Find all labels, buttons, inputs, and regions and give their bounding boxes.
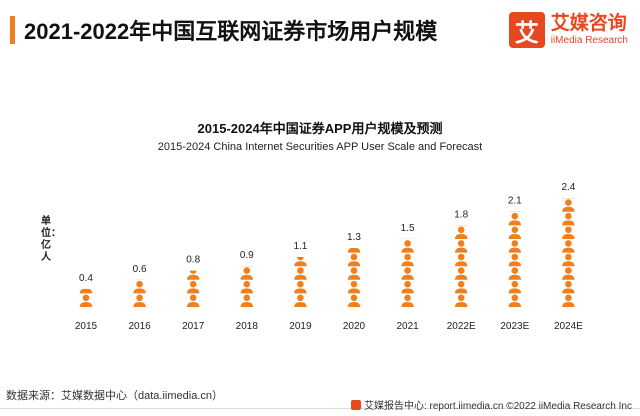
- icon-column-2024E: [562, 198, 575, 307]
- chart-subtitle: 2015-2024 China Internet Securities APP …: [157, 141, 483, 153]
- icon-column-2020: [347, 247, 361, 307]
- page-title: 2021-2022年中国互联网证券市场用户规模: [24, 19, 438, 44]
- category-label-2022E: 2022E: [447, 321, 476, 332]
- category-label-2024E: 2024E: [554, 321, 583, 332]
- icon-column-2015: [79, 288, 93, 307]
- category-label-2021: 2021: [396, 321, 419, 332]
- mini-logo-icon: [350, 400, 361, 410]
- footer-divider: [0, 408, 640, 409]
- category-label-2017: 2017: [182, 321, 205, 332]
- icon-column-2017: [187, 270, 200, 307]
- value-label-2022E: 1.8: [454, 209, 468, 220]
- value-label-2016: 0.6: [133, 264, 147, 275]
- logo-mark-icon: 艾: [508, 12, 545, 48]
- copyright-line: 艾媒报告中心: report.iimedia.cn ©2022 iiMedia …: [350, 397, 632, 412]
- icon-column-2023E: [508, 211, 521, 307]
- value-label-2019: 1.1: [293, 241, 307, 252]
- value-label-2018: 0.9: [240, 250, 254, 261]
- copyright-text: 艾媒报告中心: report.iimedia.cn ©2022 iiMedia …: [363, 401, 632, 412]
- icon-column-2018: [240, 266, 253, 307]
- icon-column-2016: [133, 279, 146, 307]
- y-axis-unit-label: 单位：亿人: [41, 216, 61, 263]
- value-label-2024E: 2.4: [561, 182, 575, 193]
- category-label-2019: 2019: [289, 321, 312, 332]
- category-label-2018: 2018: [236, 321, 259, 332]
- category-label-2015: 2015: [75, 321, 98, 332]
- logo-text: 艾媒咨询 iiMedia Research: [550, 12, 628, 47]
- value-label-2021: 1.5: [401, 223, 415, 234]
- value-label-2020: 1.3: [347, 232, 361, 243]
- icon-column-2019: [294, 257, 307, 307]
- logo-name-cn: 艾媒咨询: [550, 12, 627, 34]
- logo-name-en: iiMedia Research: [550, 34, 628, 46]
- value-label-2017: 0.8: [186, 255, 200, 266]
- icon-column-2021: [401, 238, 414, 307]
- category-label-2023E: 2023E: [500, 321, 529, 332]
- iimedia-logo: 艾 艾媒咨询 iiMedia Research: [508, 12, 628, 48]
- value-label-2023E: 2.1: [508, 196, 522, 207]
- category-label-2020: 2020: [343, 321, 366, 332]
- data-source: 数据来源：艾媒数据中心（data.iimedia.cn）: [6, 390, 223, 402]
- icon-column-2022E: [455, 225, 468, 307]
- category-label-2016: 2016: [128, 321, 151, 332]
- chart-title: 2015-2024年中国证券APP用户规模及预测: [197, 121, 443, 136]
- title-accent-bar: [10, 16, 15, 44]
- value-label-2015: 0.4: [79, 273, 93, 284]
